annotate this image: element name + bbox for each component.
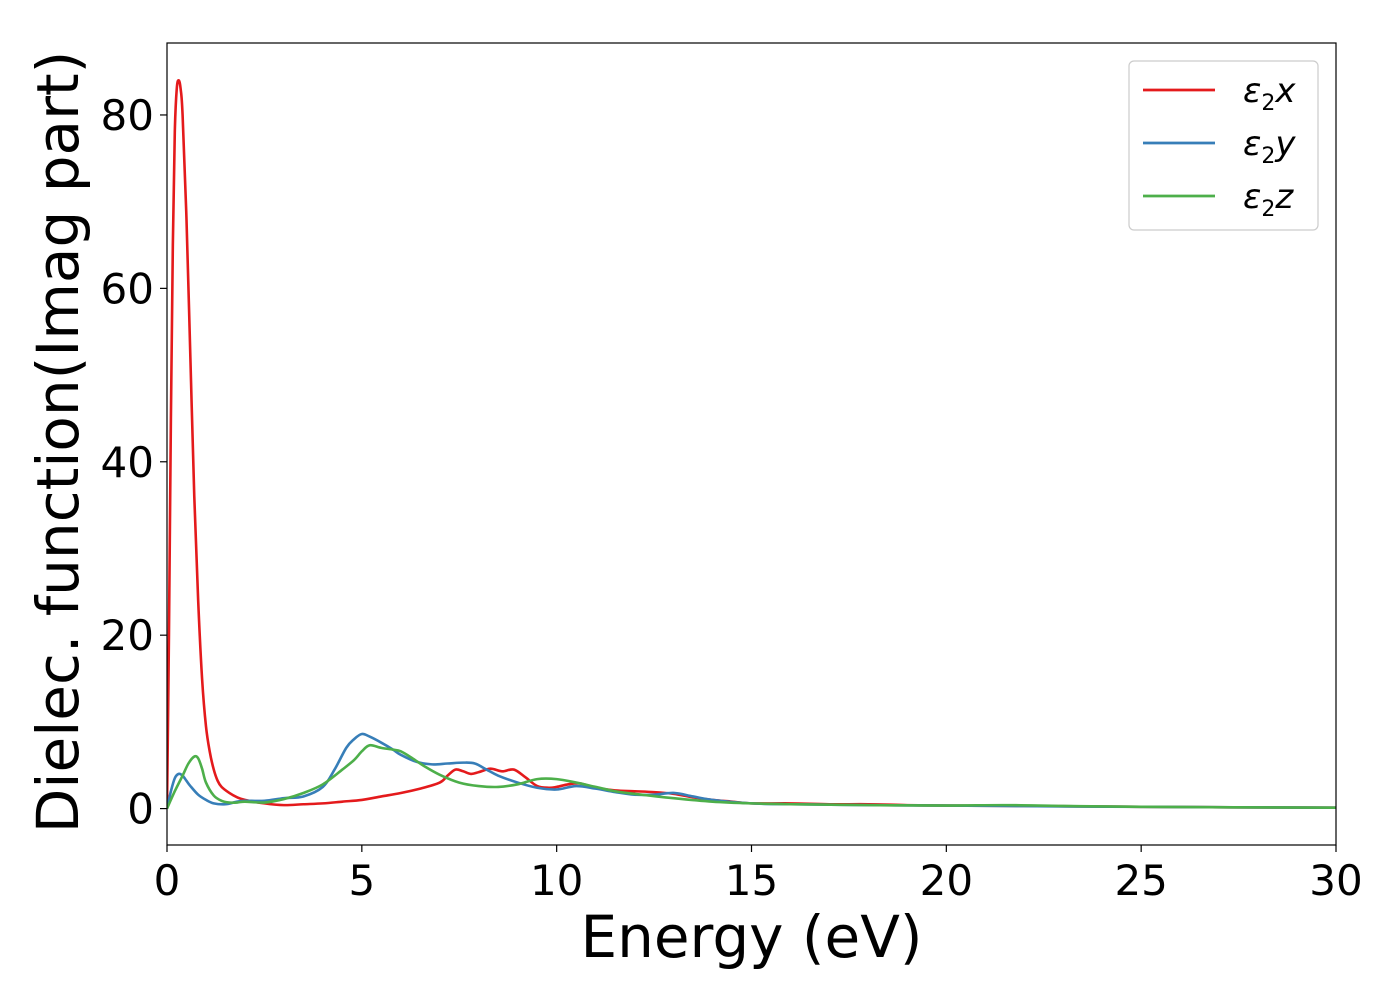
x-axis: 0 5 10 15 20 25 30 [154,845,1363,905]
x-tick-label: 15 [725,856,778,905]
x-axis-label: Energy (eV) [580,903,922,971]
x-tick-label: 20 [920,856,973,905]
x-tick-label: 0 [154,856,181,905]
series-line-y [167,732,1336,810]
series-layer [167,78,1336,810]
y-axis-label: Dielec. function(Imag part) [24,51,92,834]
legend-label-y: ε2y [1243,124,1296,169]
x-tick-label: 5 [348,856,375,905]
y-tick-label: 20 [101,611,154,660]
y-tick-label: 0 [127,785,154,834]
x-tick-label: 10 [530,856,583,905]
legend: ε2x ε2y ε2z [1128,60,1319,231]
legend-box [1128,60,1319,231]
y-tick-label: 40 [101,438,154,487]
y-tick-label: 80 [101,91,154,140]
y-axis: 0 20 40 60 80 [101,91,167,834]
series-line-z [167,743,1336,810]
legend-label-x: ε2x [1243,71,1296,116]
legend-label-z: ε2z [1243,177,1294,222]
x-tick-label: 30 [1309,856,1362,905]
x-tick-label: 25 [1114,856,1167,905]
y-tick-label: 60 [101,264,154,313]
